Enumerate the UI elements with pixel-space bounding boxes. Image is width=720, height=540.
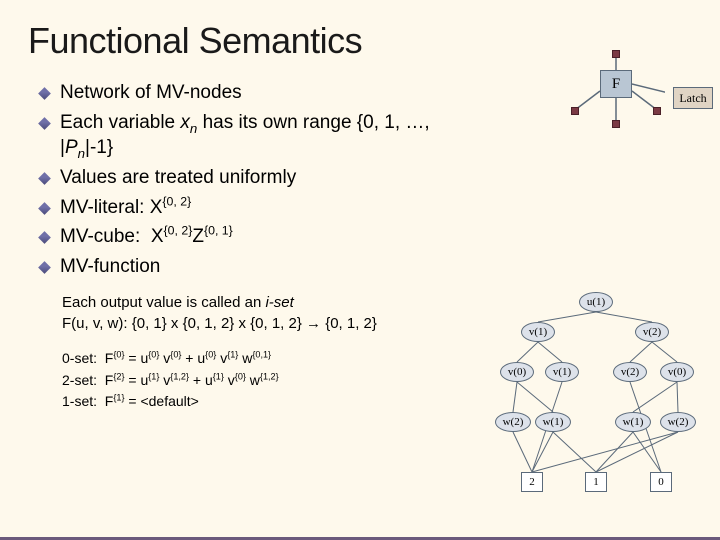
bullet-item: Network of MV-nodes <box>40 80 460 106</box>
diagram-node: w(2) <box>660 412 696 432</box>
diagram-leaf: 0 <box>650 472 672 492</box>
port-bc <box>612 120 620 128</box>
port-top <box>612 50 620 58</box>
f-block-illustration: F Latch <box>565 55 665 180</box>
diagram-node: v(0) <box>660 362 694 382</box>
diagram-node: v(0) <box>500 362 534 382</box>
bullet-item: MV-cube: X{0, 2}Z{0, 1} <box>40 224 460 250</box>
port-br <box>653 107 661 115</box>
diagram-leaf: 1 <box>585 472 607 492</box>
bullet-list: Network of MV-nodes Each variable xn has … <box>40 80 460 279</box>
diagram-leaf: 2 <box>521 472 543 492</box>
bullet-item: MV-literal: X{0, 2} <box>40 195 460 221</box>
port-bl <box>571 107 579 115</box>
diagram-node: w(1) <box>615 412 651 432</box>
bullet-item: MV-function <box>40 254 460 280</box>
bullet-item: Each variable xn has its own range {0, 1… <box>40 110 460 161</box>
diagram-node: w(1) <box>535 412 571 432</box>
diagram-node: u(1) <box>579 292 613 312</box>
bullet-item: Values are treated uniformly <box>40 165 460 191</box>
mv-diagram: u(1)v(1)v(2)v(0)v(1)v(2)v(0)w(2)w(1)w(1)… <box>485 292 710 522</box>
latch-box: Latch <box>673 87 713 109</box>
diagram-node: w(2) <box>495 412 531 432</box>
diagram-node: v(1) <box>545 362 579 382</box>
diagram-node: v(2) <box>635 322 669 342</box>
diagram-node: v(2) <box>613 362 647 382</box>
diagram-node: v(1) <box>521 322 555 342</box>
f-box: F <box>600 70 632 98</box>
